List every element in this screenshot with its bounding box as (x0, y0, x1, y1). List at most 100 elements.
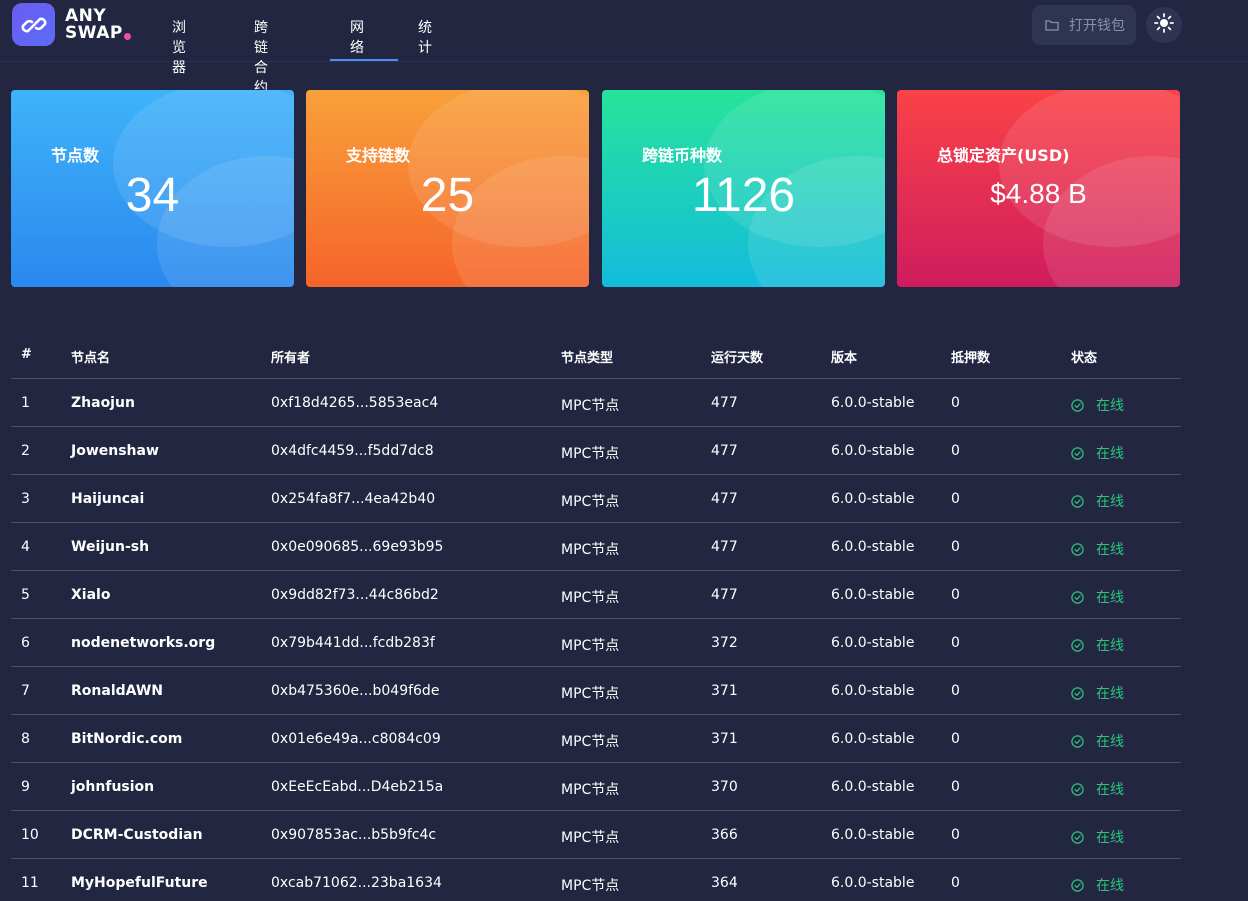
status-label: 在线 (1096, 734, 1124, 750)
table-row[interactable]: 2 Jowenshaw 0x4dfc4459...f5dd7dc8 MPC节点 477 6… (11, 427, 1181, 475)
open-wallet-label: 打开钱包 (1069, 18, 1125, 34)
cell-owner-address[interactable]: 0xEeEcEabd...D4eb215a (271, 779, 444, 795)
nav-item-cross-chain-contracts[interactable]: 跨链合约 (254, 20, 268, 96)
card-decoration (408, 90, 589, 247)
check-circle-icon (1071, 830, 1090, 844)
cell-stake: 0 (951, 779, 960, 795)
nav-active-indicator (330, 59, 398, 61)
cell-node-type: MPC节点 (561, 446, 620, 462)
cell-node-name[interactable]: MyHopefulFuture (71, 875, 208, 891)
cell-node-type: MPC节点 (561, 878, 620, 894)
cell-owner-address[interactable]: 0xf18d4265...5853eac4 (271, 395, 439, 411)
cell-version: 6.0.0-stable (831, 683, 915, 699)
status-badge: 在线 (1071, 443, 1124, 463)
status-badge: 在线 (1071, 539, 1124, 559)
brand-line1: ANY (65, 6, 107, 26)
check-circle-icon (1071, 878, 1090, 892)
check-circle-icon (1071, 542, 1090, 556)
brand-wordmark[interactable]: ANY SWAP (65, 8, 123, 42)
table-row[interactable]: 10 DCRM-Custodian 0x907853ac...b5b9fc4c MPC… (11, 811, 1181, 859)
card-decoration (704, 90, 885, 247)
cell-version: 6.0.0-stable (831, 491, 915, 507)
cell-node-type: MPC节点 (561, 494, 620, 510)
table-row[interactable]: 3 Haijuncai 0x254fa8f7...4ea42b40 MPC节点 477 6… (11, 475, 1181, 523)
cell-index: 2 (21, 443, 30, 459)
stat-card-cross-chain-tokens: 跨链币种数 1126 (602, 90, 885, 287)
cell-node-name[interactable]: Jowenshaw (71, 443, 159, 459)
table-row[interactable]: 4 Weijun-sh 0x0e090685...69e93b95 MPC节点 477 6… (11, 523, 1181, 571)
cell-stake: 0 (951, 491, 960, 507)
top-header: ANY SWAP 浏览器 跨链合约 网络 统计 打开钱包 (0, 0, 1248, 96)
cell-owner-address[interactable]: 0x4dfc4459...f5dd7dc8 (271, 443, 434, 459)
status-label: 在线 (1096, 686, 1124, 702)
cell-node-name[interactable]: Xialo (71, 587, 111, 603)
cell-owner-address[interactable]: 0xcab71062...23ba1634 (271, 875, 442, 891)
status-badge: 在线 (1071, 731, 1124, 751)
cell-node-type: MPC节点 (561, 398, 620, 414)
cell-node-name[interactable]: johnfusion (71, 779, 155, 795)
cell-node-name[interactable]: Zhaojun (71, 395, 135, 411)
cell-owner-address[interactable]: 0x254fa8f7...4ea42b40 (271, 491, 436, 507)
cell-uptime-days: 370 (711, 779, 738, 795)
cell-node-type: MPC节点 (561, 638, 620, 654)
cell-version: 6.0.0-stable (831, 875, 915, 891)
cell-owner-address[interactable]: 0x0e090685...69e93b95 (271, 539, 444, 555)
cell-owner-address[interactable]: 0x79b441dd...fcdb283f (271, 635, 435, 651)
nav-item-browser[interactable]: 浏览器 (172, 20, 186, 76)
table-row[interactable]: 11 MyHopefulFuture 0xcab71062...23ba1634 MP… (11, 859, 1181, 901)
cell-node-name[interactable]: Haijuncai (71, 491, 145, 507)
cell-version: 6.0.0-stable (831, 443, 915, 459)
cell-version: 6.0.0-stable (831, 779, 915, 795)
status-badge: 在线 (1071, 683, 1124, 703)
cell-node-name[interactable]: RonaldAWN (71, 683, 163, 699)
cell-node-name[interactable]: BitNordic.com (71, 731, 183, 747)
cell-uptime-days: 477 (711, 539, 738, 555)
status-label: 在线 (1096, 782, 1124, 798)
cell-stake: 0 (951, 635, 960, 651)
cell-uptime-days: 364 (711, 875, 738, 891)
table-row[interactable]: 8 BitNordic.com 0x01e6e49a...c8084c09 MPC节点… (11, 715, 1181, 763)
cell-index: 9 (21, 779, 30, 795)
cell-index: 4 (21, 539, 30, 555)
column-header-node-type: 节点类型 (561, 351, 614, 366)
open-wallet-button[interactable]: 打开钱包 (1032, 5, 1136, 45)
stat-value: $4.88 B (990, 178, 1087, 209)
anyswap-logo-icon[interactable] (12, 3, 55, 46)
stat-label: 跨链币种数 (642, 146, 723, 165)
table-row[interactable]: 1 Zhaojun 0xf18d4265...5853eac4 MPC节点 477 6.0… (11, 379, 1181, 427)
cell-node-name[interactable]: Weijun-sh (71, 539, 150, 555)
cell-owner-address[interactable]: 0x01e6e49a...c8084c09 (271, 731, 441, 747)
cell-index: 5 (21, 587, 30, 603)
cell-version: 6.0.0-stable (831, 587, 915, 603)
cell-version: 6.0.0-stable (831, 539, 915, 555)
status-label: 在线 (1096, 878, 1124, 894)
cell-owner-address[interactable]: 0xb475360e...b049f6de (271, 683, 440, 699)
stat-label: 节点数 (51, 146, 100, 165)
card-decoration (999, 90, 1180, 247)
cell-uptime-days: 366 (711, 827, 738, 843)
status-label: 在线 (1096, 590, 1124, 606)
status-label: 在线 (1096, 830, 1124, 846)
cell-node-type: MPC节点 (561, 590, 620, 606)
cell-uptime-days: 371 (711, 683, 738, 699)
table-row[interactable]: 9 johnfusion 0xEeEcEabd...D4eb215a MPC节点 370… (11, 763, 1181, 811)
cell-node-name[interactable]: nodenetworks.org (71, 635, 216, 651)
cell-stake: 0 (951, 443, 960, 459)
status-label: 在线 (1096, 638, 1124, 654)
nav-item-statistics[interactable]: 统计 (418, 20, 432, 56)
table-row[interactable]: 6 nodenetworks.org 0x79b441dd...fcdb283f MP… (11, 619, 1181, 667)
stat-value: 1126 (691, 169, 796, 222)
cell-node-name[interactable]: DCRM-Custodian (71, 827, 203, 843)
stat-value: 25 (420, 169, 475, 222)
stat-value: 34 (125, 169, 180, 222)
nav-item-network[interactable]: 网络 (350, 20, 364, 56)
theme-toggle-button[interactable] (1146, 7, 1182, 43)
column-header-node-name: 节点名 (71, 351, 111, 366)
cell-owner-address[interactable]: 0x907853ac...b5b9fc4c (271, 827, 437, 843)
table-row[interactable]: 5 Xialo 0x9dd82f73...44c86bd2 MPC节点 477 6.0.0… (11, 571, 1181, 619)
table-row[interactable]: 7 RonaldAWN 0xb475360e...b049f6de MPC节点 371 6… (11, 667, 1181, 715)
cell-uptime-days: 477 (711, 587, 738, 603)
cell-owner-address[interactable]: 0x9dd82f73...44c86bd2 (271, 587, 439, 603)
check-circle-icon (1071, 638, 1090, 652)
status-badge: 在线 (1071, 395, 1124, 415)
